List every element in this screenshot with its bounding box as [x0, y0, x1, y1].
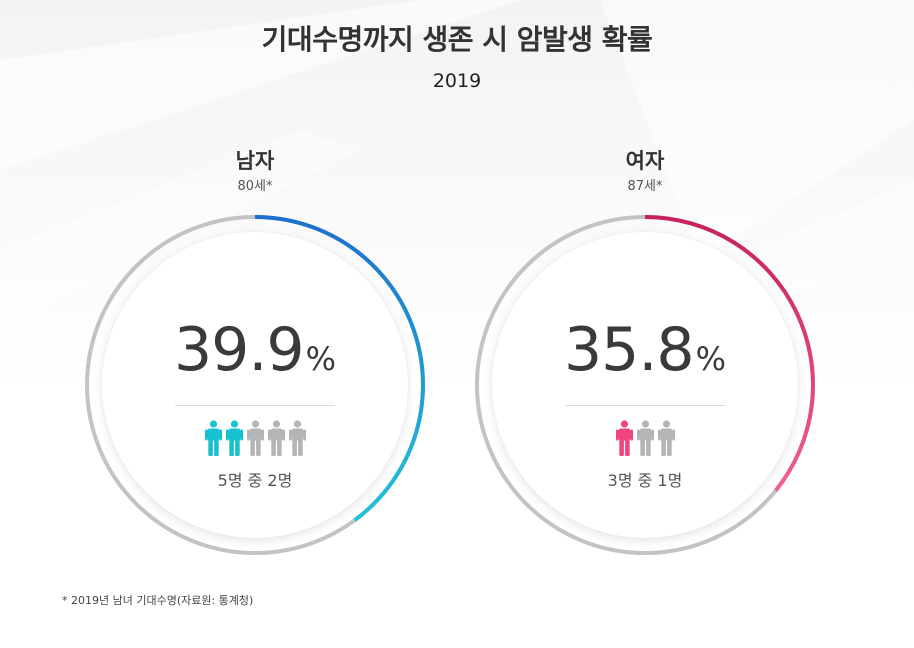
- male-person-icon: [246, 420, 264, 456]
- female-label: 여자: [625, 149, 665, 173]
- male-person-icon: [288, 420, 306, 456]
- chart-title: 기대수명까지 생존 시 암발생 확률: [261, 23, 653, 56]
- male-person-icon-highlighted: [204, 420, 222, 456]
- male-people-row: [85, 420, 425, 456]
- female-percentage-value: 35.8: [564, 315, 695, 385]
- female-arc: [644, 215, 815, 492]
- male-percentage-value: 39.9: [174, 315, 305, 385]
- male-person-icon-highlighted: [225, 420, 243, 456]
- footnote: * 2019년 남녀 기대수명(자료원: 통계청): [62, 594, 254, 607]
- female-person-icon: [636, 420, 654, 456]
- female-people-row: [475, 420, 815, 456]
- female-percentage: 35.8%: [475, 320, 815, 380]
- female-person-icon-highlighted: [615, 420, 633, 456]
- male-panel: 남자 80세* 39.9% 5명 중 2명: [85, 145, 425, 555]
- male-ratio: 5명 중 2명: [217, 471, 293, 490]
- male-divider: [175, 405, 335, 406]
- chart-subtitle: 2019: [432, 70, 482, 92]
- female-divider: [565, 405, 725, 406]
- female-percentage-unit: %: [695, 340, 726, 378]
- male-ring: [85, 215, 425, 555]
- female-ring: [475, 215, 815, 555]
- male-label: 남자: [235, 149, 275, 173]
- female-person-icon: [657, 420, 675, 456]
- male-disc: [102, 232, 408, 538]
- male-arc: [254, 215, 425, 522]
- male-percentage-unit: %: [305, 340, 336, 378]
- male-person-icon: [267, 420, 285, 456]
- female-age: 87세*: [627, 179, 663, 194]
- male-age: 80세*: [237, 179, 273, 194]
- male-percentage: 39.9%: [85, 320, 425, 380]
- female-disc: [492, 232, 798, 538]
- female-ratio: 3명 중 1명: [607, 471, 683, 490]
- female-panel: 여자 87세* 35.8% 3명 중 1명: [475, 145, 815, 555]
